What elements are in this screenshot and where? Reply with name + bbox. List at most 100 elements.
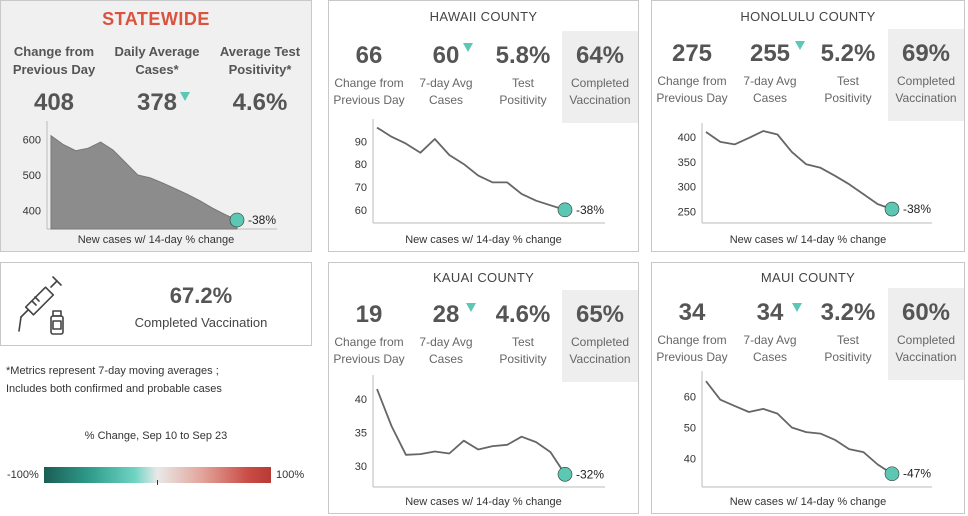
county-title: HONOLULU COUNTY	[740, 9, 876, 24]
metric-positivity-value: 5.2%	[820, 40, 876, 67]
statewide-header-avg: Daily Average Cases*	[114, 44, 200, 77]
metric-avg-value: 28	[432, 301, 460, 328]
y-tick-label: 60	[684, 392, 696, 404]
metric-avg-value: 60	[432, 42, 460, 69]
y-tick-label: 80	[355, 159, 367, 171]
y-tick-label: 60	[355, 205, 367, 217]
down-triangle-icon	[795, 41, 805, 50]
metric-positivity-value: 4.6%	[495, 301, 551, 328]
metric-change: 34 Change from Previous Day	[654, 298, 730, 366]
y-tick-label: 300	[678, 182, 696, 194]
y-tick-label: 500	[23, 170, 41, 182]
metric-avg: 34 7-day Avg Cases	[732, 298, 808, 366]
county-panel-hawaii: HAWAII COUNTY 66 Change from Previous Day…	[328, 0, 639, 252]
statewide-area-chart: 400 500 600 -38%	[23, 121, 277, 230]
metric-change-value: 19	[355, 301, 383, 328]
metric-positivity: 5.2% Test Positivity	[810, 39, 886, 107]
metric-change: 19 Change from Previous Day	[331, 300, 407, 368]
metric-positivity-value: 5.8%	[495, 42, 551, 69]
metric-change-label: Change from Previous Day	[656, 333, 728, 364]
area-series	[50, 134, 238, 230]
y-tick-label: 350	[678, 157, 696, 169]
metric-avg-label: 7-day Avg Cases	[743, 333, 797, 364]
y-tick-label: 250	[678, 207, 696, 219]
statewide-header-change: Change from Previous Day	[12, 44, 96, 77]
chart-caption: New cases w/ 14-day % change	[405, 496, 562, 508]
metric-positivity: 4.6% Test Positivity	[485, 300, 561, 368]
y-tick-label: 400	[23, 206, 41, 218]
metric-avg: 255 7-day Avg Cases	[732, 39, 808, 107]
end-point-marker	[884, 201, 900, 217]
chart-caption: New cases w/ 14-day % change	[729, 496, 887, 508]
chart-caption: New cases w/ 14-day % change	[405, 234, 562, 246]
line-series	[705, 130, 893, 210]
metric-avg: 60 7-day Avg Cases	[408, 41, 484, 109]
county-line-chart: 250 300 350 400 -38%	[678, 123, 932, 224]
statewide-title: STATEWIDE	[102, 9, 210, 29]
metric-avg: 28 7-day Avg Cases	[408, 300, 484, 368]
metric-vaccination: 64% Completed Vaccination	[562, 31, 638, 123]
county-panel-maui: MAUI COUNTY 34 Change from Previous Day 3…	[651, 262, 965, 514]
metric-change: 275 Change from Previous Day	[654, 39, 730, 107]
metric-positivity: 5.8% Test Positivity	[485, 41, 561, 109]
end-point-marker	[557, 466, 573, 482]
end-point-label: -47%	[903, 467, 931, 481]
vaccination-value: 67.2%	[169, 283, 233, 308]
legend-min-label: -100%	[7, 469, 39, 481]
legend-color-scale	[44, 467, 271, 483]
down-triangle-icon	[463, 43, 473, 52]
metric-positivity-label: Test Positivity	[499, 335, 547, 366]
county-line-chart: 60 70 80 90 -38%	[355, 119, 605, 224]
y-tick-label: 90	[355, 136, 367, 148]
y-tick-label: 70	[355, 182, 367, 194]
metric-vaccination-label: Completed Vaccination	[569, 335, 631, 366]
statewide-panel: STATEWIDE Change from Previous Day Daily…	[0, 0, 312, 252]
metric-avg-value: 34	[756, 299, 784, 326]
metrics-note: *Metrics represent 7-day moving averages…	[6, 362, 306, 398]
vaccination-panel: 67.2% Completed Vaccination	[0, 262, 312, 346]
y-tick-label: 400	[678, 132, 696, 144]
down-triangle-icon	[792, 303, 802, 312]
metric-vaccination-value: 60%	[901, 299, 951, 326]
metric-vaccination-value: 69%	[901, 40, 951, 67]
statewide-avg-value: 378	[136, 89, 178, 116]
y-tick-label: 600	[23, 134, 41, 146]
metric-positivity-label: Test Positivity	[499, 76, 547, 107]
end-point-label: -32%	[576, 467, 604, 481]
county-panel-kauai: KAUAI COUNTY 19 Change from Previous Day …	[328, 262, 639, 514]
county-title: KAUAI COUNTY	[432, 270, 535, 285]
metric-change: 66 Change from Previous Day	[331, 41, 407, 109]
syringe-vial-icon	[18, 276, 64, 335]
metric-vaccination: 65% Completed Vaccination	[562, 290, 638, 382]
metric-vaccination-label: Completed Vaccination	[569, 76, 631, 107]
statewide-chart-caption: New cases w/ 14-day % change	[77, 234, 235, 246]
end-point-label: -38%	[903, 202, 931, 216]
metric-change-value: 66	[355, 42, 383, 69]
down-triangle-icon	[466, 303, 476, 312]
metric-avg-label: 7-day Avg Cases	[743, 74, 797, 105]
end-point-label: -38%	[248, 213, 276, 227]
line-series	[376, 126, 566, 211]
end-point-label: -38%	[576, 203, 604, 217]
metric-vaccination-value: 65%	[575, 301, 625, 328]
chart-caption: New cases w/ 14-day % change	[729, 234, 887, 246]
end-point-marker	[884, 466, 900, 482]
legend-zero-tick	[157, 480, 158, 485]
metric-vaccination-label: Completed Vaccination	[895, 74, 957, 105]
statewide-change-value: 408	[33, 89, 75, 116]
down-triangle-icon	[180, 92, 190, 101]
metric-vaccination-value: 64%	[575, 42, 625, 69]
legend-title: % Change, Sep 10 to Sep 23	[84, 430, 228, 442]
end-point-marker	[229, 212, 245, 228]
legend-max-label: 100%	[276, 469, 305, 481]
metric-vaccination: 60% Completed Vaccination	[888, 288, 964, 380]
line-series	[376, 388, 566, 475]
metric-avg-label: 7-day Avg Cases	[419, 76, 473, 107]
metric-positivity-label: Test Positivity	[824, 74, 872, 105]
y-tick-label: 35	[355, 428, 367, 440]
county-title: HAWAII COUNTY	[429, 9, 538, 24]
line-series	[705, 380, 893, 475]
metric-change-label: Change from Previous Day	[656, 74, 728, 105]
metrics-note-line2: Includes both confirmed and probable cas…	[6, 383, 222, 395]
y-tick-label: 40	[355, 394, 367, 406]
